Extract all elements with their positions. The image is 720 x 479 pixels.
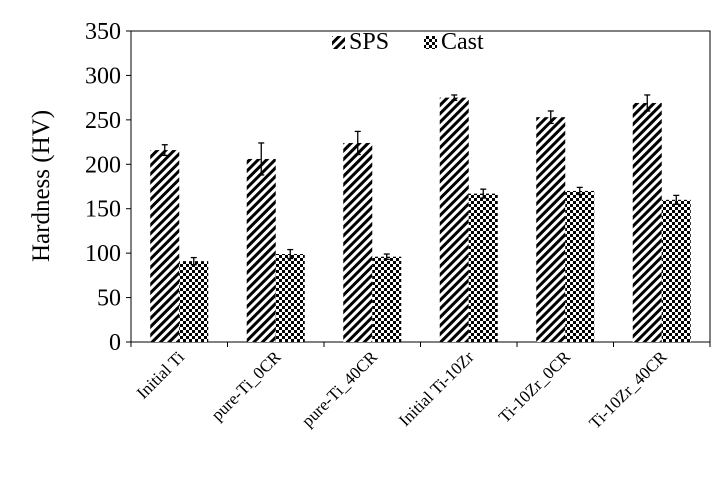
bar-sps: [439, 97, 469, 343]
bar-cast: [661, 199, 691, 342]
y-tick-label: 300: [85, 63, 121, 89]
bar-cast: [372, 256, 402, 342]
x-category-label: Initial Ti-10Zr: [395, 347, 478, 430]
bar-cast: [468, 193, 498, 342]
legend: SPS Cast: [332, 29, 484, 55]
error-bar: [644, 94, 651, 112]
y-tick-label: 250: [85, 108, 121, 134]
y-tick-label: 50: [97, 286, 121, 312]
error-bar: [547, 110, 554, 125]
error-bar: [354, 130, 361, 156]
x-category-label: pure-Ti_0CR: [207, 347, 285, 425]
bar-sps: [246, 158, 276, 342]
error-bar: [673, 194, 680, 205]
error-bar: [383, 253, 390, 261]
y-axis-title: Hardness (HV): [28, 110, 55, 262]
x-category-label: pure-Ti_40CR: [298, 347, 382, 431]
plot-frame: [130, 30, 711, 343]
y-tick-label: 150: [85, 197, 121, 223]
x-category-label: Initial Ti: [133, 347, 188, 402]
y-tick-label: 0: [109, 330, 121, 356]
legend-swatch-sps: [332, 36, 345, 49]
bar-cast: [275, 254, 305, 342]
y-tick-label: 350: [85, 19, 121, 45]
x-category-label: Ti-10Zr_40CR: [585, 347, 671, 433]
error-bar: [451, 94, 458, 101]
error-bar: [287, 248, 294, 260]
y-tick-label: 100: [85, 241, 121, 267]
bar-sps: [343, 142, 373, 342]
error-bar: [258, 142, 265, 176]
bar-cast: [565, 190, 595, 342]
bar-cast: [179, 261, 209, 342]
error-bar: [161, 144, 168, 157]
x-category-label: Ti-10Zr_0CR: [495, 347, 575, 427]
legend-label-cast: Cast: [441, 29, 484, 55]
legend-swatch-cast: [424, 36, 437, 49]
bar-sps: [632, 102, 662, 342]
error-bar: [190, 256, 197, 266]
y-tick-label: 200: [85, 152, 121, 178]
legend-label-sps: SPS: [349, 29, 389, 55]
plot-area: 0 50 100 150 200 250 300 350 Initial Ti pure-Ti_0…: [85, 19, 711, 433]
bar-sps: [536, 117, 566, 342]
bar-sps: [150, 150, 180, 342]
error-bar: [576, 186, 583, 196]
error-bar: [480, 188, 487, 199]
